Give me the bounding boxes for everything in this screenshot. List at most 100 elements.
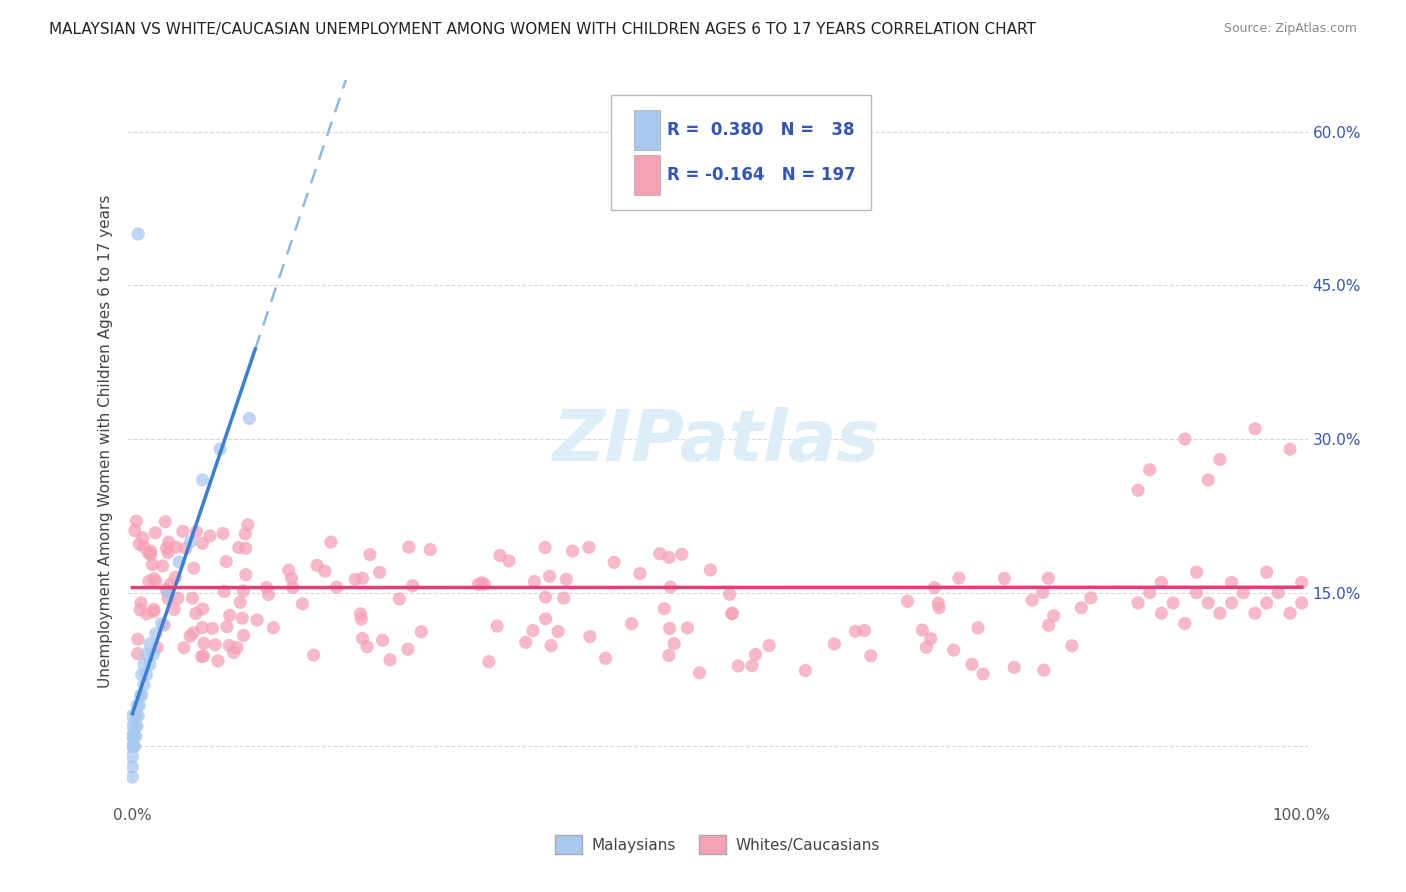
Point (467, 577, 489, 591)
Point (165, 540, 187, 554)
Point (1279, 606, 1302, 620)
Point (652, 601, 675, 615)
Point (352, 571, 374, 585)
Point (1174, 616, 1197, 631)
Point (129, 688, 152, 702)
Point (658, 550, 681, 565)
Point (191, 473, 214, 487)
Point (121, 729, 143, 743)
Point (124, 719, 146, 733)
Point (139, 637, 162, 651)
Point (522, 624, 544, 638)
Point (538, 569, 561, 583)
Point (561, 544, 583, 558)
Point (1291, 596, 1313, 610)
Point (540, 639, 562, 653)
Point (246, 613, 269, 627)
Point (1032, 663, 1054, 677)
Point (689, 665, 711, 680)
Point (1220, 596, 1243, 610)
Point (744, 648, 766, 662)
Point (595, 651, 617, 665)
Point (302, 648, 325, 662)
Point (1060, 639, 1083, 653)
Point (142, 604, 165, 618)
Point (215, 555, 238, 569)
Point (173, 640, 195, 655)
Point (191, 621, 214, 635)
Point (163, 602, 186, 616)
Point (127, 227, 149, 241)
Point (281, 581, 304, 595)
Point (1038, 571, 1060, 585)
Point (349, 607, 371, 621)
Point (157, 535, 180, 549)
Point (662, 637, 685, 651)
Point (967, 621, 990, 635)
Point (127, 708, 149, 723)
Point (718, 587, 741, 601)
Point (121, 708, 143, 723)
Point (212, 584, 235, 599)
Point (534, 541, 557, 555)
Point (121, 760, 143, 774)
Point (993, 572, 1015, 586)
Point (218, 639, 240, 653)
Point (758, 639, 780, 653)
Point (256, 581, 278, 595)
Point (344, 573, 367, 587)
Point (620, 616, 643, 631)
Point (128, 537, 150, 551)
Point (121, 739, 143, 754)
Point (948, 571, 970, 585)
Point (924, 581, 946, 595)
Point (172, 524, 194, 539)
Point (165, 570, 187, 584)
Point (166, 591, 188, 606)
FancyBboxPatch shape (634, 111, 661, 150)
Point (198, 529, 221, 543)
Point (236, 517, 259, 532)
Point (721, 606, 744, 620)
Point (238, 411, 260, 425)
Point (359, 548, 381, 562)
Point (280, 571, 302, 585)
Point (233, 527, 256, 541)
Point (915, 640, 938, 655)
Point (498, 554, 520, 568)
Point (257, 587, 280, 601)
Point (125, 719, 148, 733)
Point (121, 739, 143, 754)
Point (547, 624, 569, 639)
Point (139, 657, 162, 672)
Point (927, 596, 949, 610)
Point (1197, 473, 1219, 487)
Point (534, 590, 557, 604)
Point (122, 729, 145, 743)
Point (180, 534, 202, 549)
Point (138, 574, 160, 589)
Point (232, 584, 254, 599)
Point (183, 561, 205, 575)
Point (138, 546, 160, 560)
Point (401, 579, 423, 593)
Point (129, 596, 152, 610)
Point (419, 542, 441, 557)
Point (235, 567, 257, 582)
Point (1174, 432, 1197, 446)
Point (1042, 608, 1064, 623)
Point (928, 600, 950, 615)
Point (129, 603, 152, 617)
Point (262, 621, 284, 635)
Point (1256, 596, 1278, 610)
Point (150, 616, 173, 631)
Point (1197, 596, 1219, 610)
Point (1267, 585, 1289, 599)
Point (152, 558, 174, 573)
Point (741, 658, 763, 673)
Point (1021, 593, 1043, 607)
Point (218, 608, 240, 623)
Point (388, 591, 411, 606)
Point (352, 632, 374, 646)
Point (942, 643, 965, 657)
